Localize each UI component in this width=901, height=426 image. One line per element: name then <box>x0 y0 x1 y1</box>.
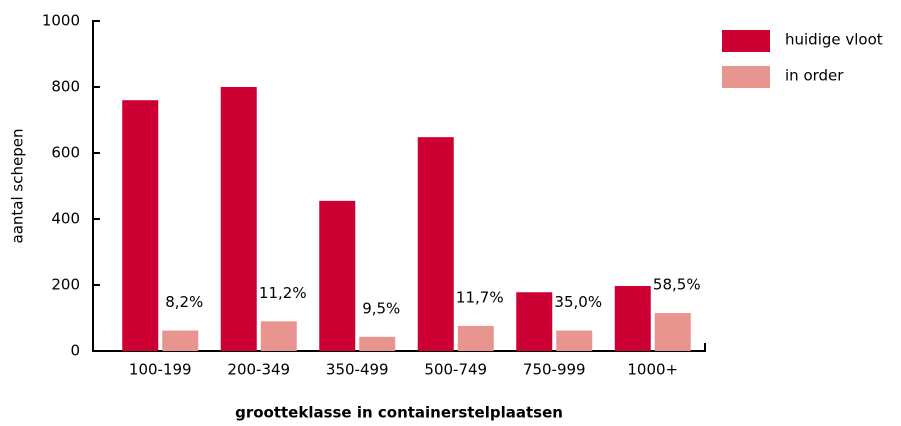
bar <box>654 313 691 351</box>
y-axis-label: aantal schepen <box>9 129 27 244</box>
bar-annotation: 11,7% <box>456 288 504 306</box>
bar <box>556 330 593 351</box>
bar-annotation: 35,0% <box>554 293 602 311</box>
y-tick-label: 800 <box>51 78 80 96</box>
bar <box>260 321 297 351</box>
bar <box>359 336 396 351</box>
y-tick-label: 200 <box>51 276 80 294</box>
legend-swatch <box>722 66 770 88</box>
y-tick-label: 400 <box>51 210 80 228</box>
y-tick-label: 1000 <box>42 12 80 30</box>
legend-swatch <box>722 30 770 52</box>
x-tick-label: 1000+ <box>627 361 678 379</box>
bar-annotation: 58,5% <box>653 276 701 294</box>
bar <box>457 325 494 351</box>
bar <box>122 100 159 351</box>
bar <box>220 87 257 351</box>
x-axis-label: grootteklasse in containerstelplaatsen <box>235 404 563 422</box>
bar-annotation: 9,5% <box>362 299 400 317</box>
bar-annotation: 11,2% <box>259 284 307 302</box>
bar <box>319 200 356 351</box>
x-tick-label: 200-349 <box>227 361 290 379</box>
legend-label: huidige vloot <box>785 31 883 49</box>
bar <box>162 330 199 351</box>
bar <box>516 292 553 351</box>
x-tick-label: 750-999 <box>523 361 586 379</box>
x-tick-label: 100-199 <box>129 361 192 379</box>
x-tick-label: 350-499 <box>326 361 389 379</box>
y-tick-label: 0 <box>70 342 80 360</box>
bar <box>614 285 651 351</box>
bar-annotation: 8,2% <box>165 293 203 311</box>
bar <box>417 137 454 351</box>
legend-label: in order <box>785 67 844 85</box>
y-tick-label: 600 <box>51 144 80 162</box>
x-tick-label: 500-749 <box>424 361 487 379</box>
